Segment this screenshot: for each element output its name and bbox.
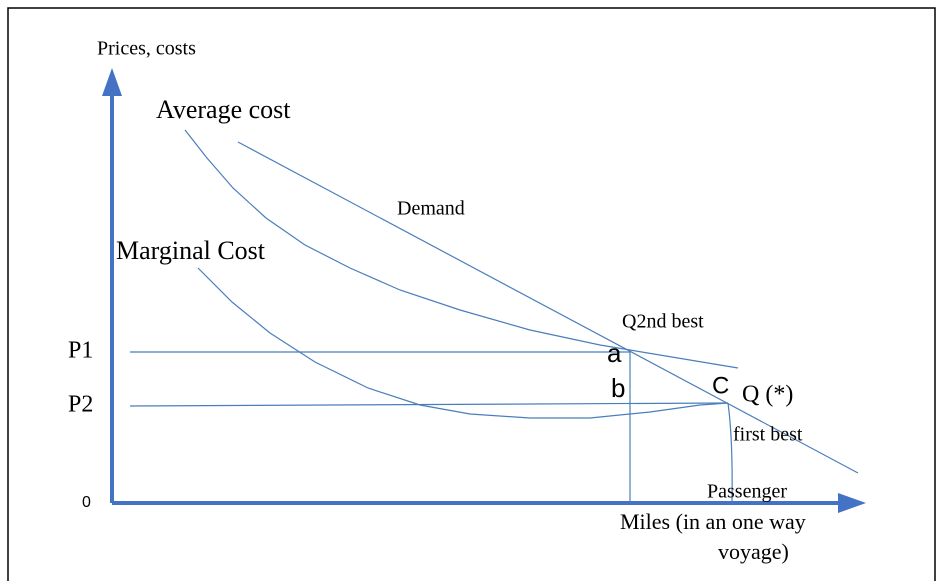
q-star-label: Q (*) (742, 382, 793, 408)
x-axis-label-line: Miles (in an one way (620, 509, 806, 534)
average-cost-curve (184, 129, 739, 369)
point-c-label: C (712, 372, 729, 399)
p2-label: P2 (68, 392, 93, 418)
x-axis-arrow (838, 493, 866, 513)
demand-curve (237, 141, 859, 474)
x-axis-label-line: voyage) (718, 539, 789, 564)
y-axis-label: Prices, costs (97, 38, 196, 60)
p1-label: P1 (68, 338, 93, 364)
origin-label: 0 (82, 494, 91, 511)
p2-line (129, 402, 729, 407)
demand-label: Demand (397, 198, 465, 220)
point-b-label: b (611, 373, 625, 403)
marginal-cost-curve (197, 267, 729, 419)
q-second-best-label: Q2nd best (622, 311, 704, 333)
first-best-label: first best (733, 424, 803, 446)
frame (7, 7, 936, 581)
x-axis-label-line: Passenger (707, 481, 787, 503)
qstar-drop-line (727, 402, 733, 504)
marginal-cost-label: Marginal Cost (116, 236, 266, 265)
average-cost-label: Average cost (156, 95, 291, 124)
point-a-label: a (607, 338, 622, 368)
y-axis-arrow (102, 68, 122, 96)
